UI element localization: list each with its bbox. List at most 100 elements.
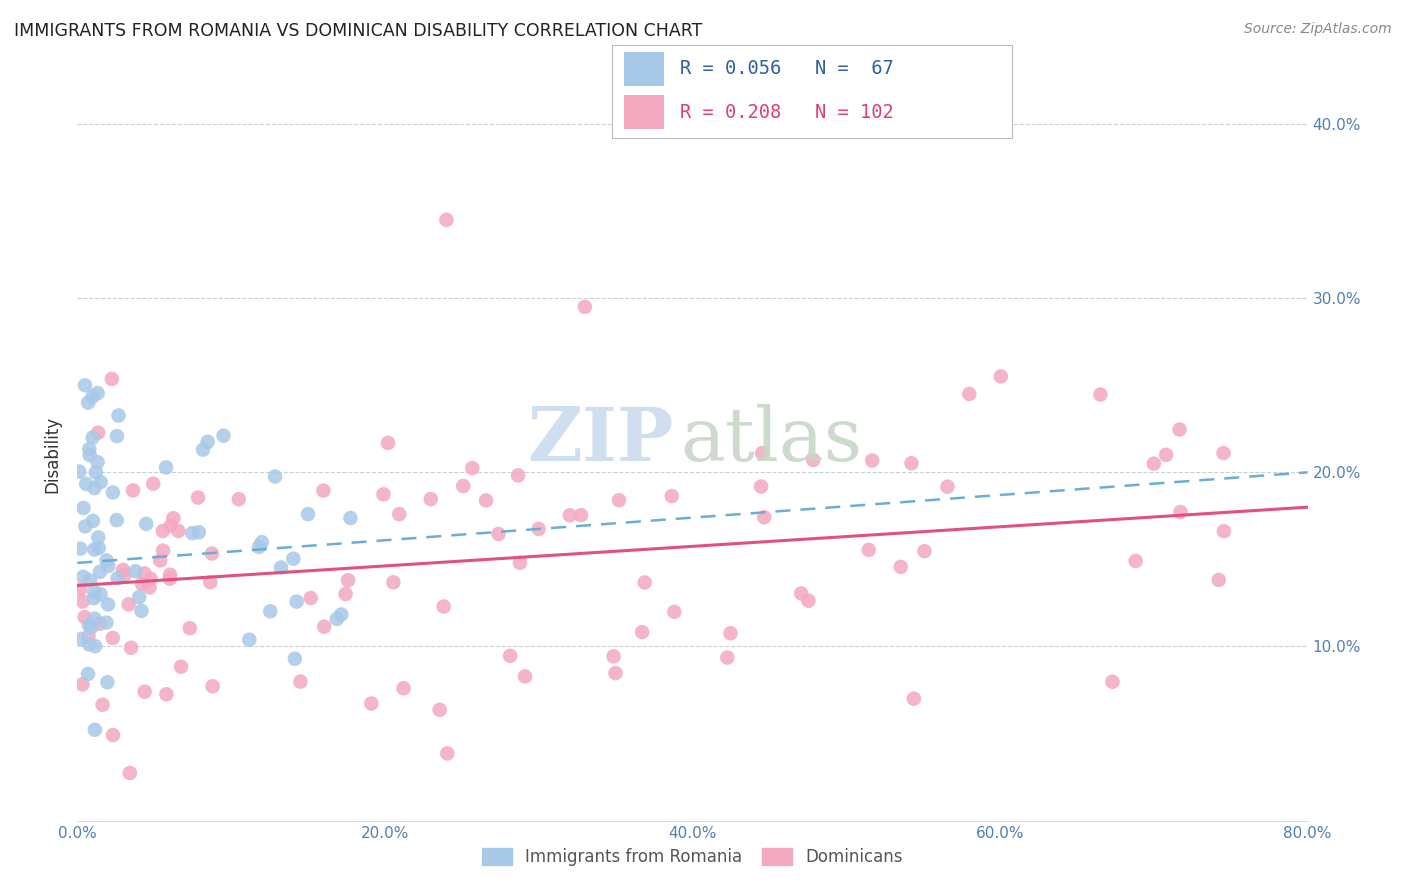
Point (69, 541, 91, 556)
Point (181, 526, 204, 541)
Text: atlas: atlas (681, 404, 862, 477)
Point (858, 542, 880, 557)
Point (605, 666, 627, 681)
Point (112, 568, 135, 582)
Point (97, 559, 120, 574)
Point (83, 585, 105, 599)
Point (631, 625, 654, 640)
Point (138, 581, 160, 595)
Point (122, 483, 145, 498)
Point (179, 621, 201, 635)
Point (187, 525, 209, 540)
Point (250, 535, 273, 549)
Point (159, 567, 181, 582)
Point (1208, 573, 1230, 587)
Point (749, 479, 772, 493)
Point (101, 728, 124, 742)
Point (433, 599, 456, 614)
Point (360, 697, 382, 711)
Point (283, 551, 305, 566)
Point (155, 687, 177, 701)
Point (664, 605, 686, 619)
Point (131, 577, 153, 591)
Point (82, 390, 104, 404)
Point (73, 610, 96, 624)
Point (436, 212, 458, 227)
Point (134, 684, 156, 698)
Point (83, 481, 105, 495)
FancyBboxPatch shape (624, 52, 664, 86)
Text: R = 0.208   N = 102: R = 0.208 N = 102 (679, 103, 893, 121)
Point (139, 572, 162, 586)
Point (1154, 448, 1177, 462)
Point (152, 524, 174, 538)
Point (201, 679, 224, 693)
Point (72, 677, 94, 691)
Point (77, 667, 100, 681)
Point (80, 621, 103, 635)
Point (297, 507, 319, 521)
Point (754, 510, 776, 524)
Point (392, 681, 415, 696)
Point (285, 594, 308, 608)
Point (720, 626, 742, 640)
Point (339, 511, 361, 525)
Point (527, 522, 550, 536)
Point (201, 547, 224, 561)
Point (264, 469, 287, 483)
Point (716, 650, 738, 665)
Point (790, 586, 813, 600)
Point (200, 575, 222, 590)
Point (499, 648, 522, 663)
Point (634, 575, 657, 590)
Point (1213, 524, 1236, 539)
Point (1101, 674, 1123, 689)
Point (118, 766, 141, 780)
Point (751, 446, 773, 460)
Point (574, 300, 596, 314)
Point (84, 466, 107, 480)
Point (270, 560, 292, 574)
Point (314, 620, 336, 634)
Point (120, 640, 142, 655)
Point (167, 524, 190, 538)
Point (936, 480, 959, 494)
Point (335, 587, 357, 601)
Point (101, 631, 124, 645)
Point (79, 574, 101, 588)
Point (170, 659, 193, 673)
Point (212, 428, 235, 442)
Point (312, 483, 335, 498)
Point (83, 612, 105, 626)
Point (79, 442, 101, 456)
Point (96, 675, 118, 690)
Point (990, 369, 1012, 384)
Y-axis label: Disability: Disability (44, 417, 62, 493)
Text: R = 0.056   N =  67: R = 0.056 N = 67 (679, 60, 893, 78)
Point (77, 395, 100, 409)
Point (87, 541, 110, 555)
Point (602, 649, 624, 664)
Point (111, 563, 134, 577)
Point (83, 591, 105, 606)
Point (801, 453, 824, 467)
Point (797, 593, 820, 607)
Point (91, 698, 114, 712)
Point (290, 674, 312, 689)
Text: ZIP: ZIP (527, 404, 673, 477)
Point (1090, 387, 1112, 401)
Point (159, 518, 181, 533)
Point (259, 604, 281, 618)
Point (860, 453, 883, 467)
Point (228, 492, 250, 507)
Point (890, 560, 912, 574)
Point (419, 492, 441, 507)
Point (107, 409, 129, 423)
Point (101, 485, 124, 500)
Point (429, 703, 451, 717)
Point (70, 632, 93, 646)
Point (661, 489, 683, 503)
Point (77, 618, 100, 632)
Point (84, 639, 107, 653)
Point (73, 378, 96, 392)
